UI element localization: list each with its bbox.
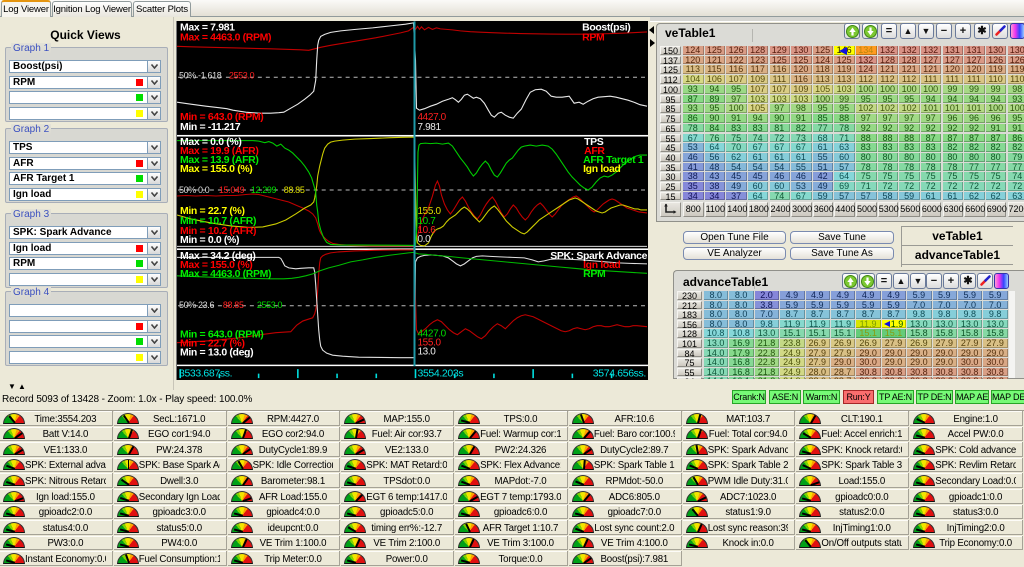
- svg-text:155.0: 155.0: [417, 206, 441, 217]
- svg-text:Ign load: Ign load: [583, 164, 620, 175]
- svg-text:13.0: 13.0: [417, 347, 436, 358]
- svg-text:TPS: TPS: [584, 137, 604, 148]
- svg-text:88.85: 88.85: [284, 185, 305, 195]
- svg-text:50% 23.6: 50% 23.6: [179, 300, 214, 310]
- svg-text:2553.0: 2553.0: [229, 70, 255, 80]
- svg-text:Max = 34.2 (deg): Max = 34.2 (deg): [180, 251, 256, 262]
- svg-text:10.7: 10.7: [417, 216, 436, 227]
- svg-text:AFR: AFR: [584, 146, 605, 157]
- svg-text:88.85: 88.85: [223, 300, 244, 310]
- svg-text:15.049: 15.049: [219, 185, 245, 195]
- svg-text:3574.656ss.: 3574.656ss.: [593, 369, 646, 380]
- svg-text:Min = 643.0 (RPM): Min = 643.0 (RPM): [180, 112, 263, 123]
- svg-text:10.6: 10.6: [417, 225, 436, 236]
- svg-text:4427.0: 4427.0: [417, 329, 446, 340]
- svg-text:Boost(psi): Boost(psi): [582, 22, 630, 33]
- svg-text:RPM: RPM: [583, 269, 606, 280]
- svg-text:SPK: Spark Advance: SPK: Spark Advance: [550, 251, 647, 262]
- svg-text:Max = 13.9 (AFR): Max = 13.9 (AFR): [180, 155, 258, 166]
- svg-text:Max = 155.0 (%): Max = 155.0 (%): [180, 164, 252, 175]
- svg-text:Min = -11.217: Min = -11.217: [180, 122, 241, 133]
- svg-text:Min = 643.0 (RPM): Min = 643.0 (RPM): [180, 330, 263, 341]
- svg-text:0.0: 0.0: [417, 234, 431, 245]
- svg-text:Max = 155.0 (%): Max = 155.0 (%): [180, 260, 252, 271]
- svg-text:RPM: RPM: [582, 32, 605, 43]
- svg-text:AFR Target 1: AFR Target 1: [583, 155, 644, 166]
- svg-text:Min = 0.0 (%): Min = 0.0 (%): [180, 235, 239, 246]
- svg-text:Max = 0.0 (%): Max = 0.0 (%): [180, 137, 242, 148]
- svg-text:Max = 19.9 (AFR): Max = 19.9 (AFR): [180, 146, 258, 157]
- svg-text:Ign load: Ign load: [583, 260, 620, 271]
- svg-text:50% 0.0: 50% 0.0: [179, 185, 210, 195]
- svg-text:Max = 4463.0 (RPM): Max = 4463.0 (RPM): [180, 269, 271, 280]
- svg-text:2553.0: 2553.0: [257, 300, 283, 310]
- svg-text:3533.687ss.: 3533.687ss.: [179, 369, 232, 380]
- svg-text:7.981: 7.981: [417, 122, 441, 133]
- svg-text:155.0: 155.0: [417, 338, 441, 349]
- svg-text:3554.203s: 3554.203s: [417, 369, 463, 380]
- svg-text:12.299: 12.299: [251, 185, 277, 195]
- svg-text:Max = 7.981: Max = 7.981: [180, 22, 235, 33]
- svg-text:Min = 22.7 (%): Min = 22.7 (%): [180, 206, 245, 217]
- svg-text:Min = 13.0 (deg): Min = 13.0 (deg): [180, 348, 253, 359]
- svg-text:Max = 4463.0 (RPM): Max = 4463.0 (RPM): [180, 32, 271, 43]
- svg-text:Min = 10.2 (AFR): Min = 10.2 (AFR): [180, 226, 256, 237]
- svg-text:50% -1.618: 50% -1.618: [179, 70, 222, 80]
- svg-text:4427.0: 4427.0: [417, 112, 446, 123]
- svg-text:Min = 10.7 (AFR): Min = 10.7 (AFR): [180, 216, 256, 227]
- svg-text:Min = 22.7 (%): Min = 22.7 (%): [180, 339, 245, 350]
